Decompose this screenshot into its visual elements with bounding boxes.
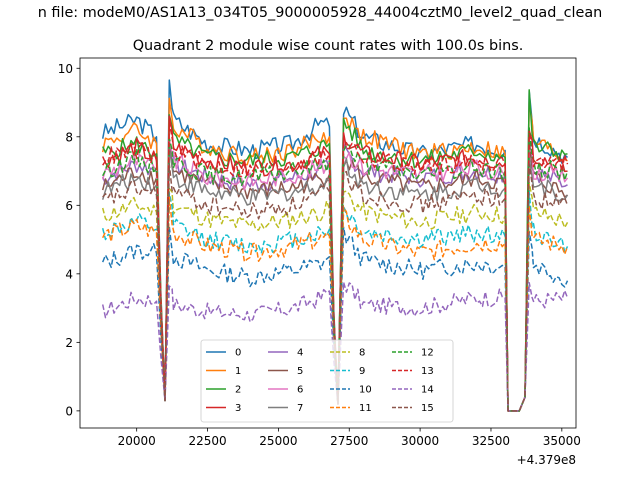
legend-label-10: 10: [359, 385, 372, 396]
legend-label-13: 13: [421, 366, 434, 377]
y-axis: 0 2 4 6 8 10: [58, 62, 80, 418]
y-tick-label: 4: [65, 267, 73, 281]
legend-label-5: 5: [297, 366, 303, 377]
x-offset-label: +4.379e8: [517, 453, 576, 467]
y-tick-label: 8: [65, 130, 73, 144]
x-tick-label: 25000: [259, 434, 297, 448]
series-line-11: [102, 196, 569, 412]
x-tick-label: 32500: [472, 434, 510, 448]
series-line-8: [101, 182, 569, 412]
series-layer: [101, 79, 569, 412]
series-line-2: [102, 89, 568, 412]
legend-label-3: 3: [235, 403, 241, 414]
legend-label-4: 4: [297, 348, 303, 359]
y-tick-label: 6: [65, 199, 73, 213]
legend-label-7: 7: [297, 403, 303, 414]
series-line-5: [101, 139, 568, 412]
x-tick-label: 35000: [543, 434, 581, 448]
legend-label-11: 11: [359, 403, 372, 414]
y-tick-label: 0: [65, 404, 73, 418]
series-line-3: [102, 115, 568, 412]
legend-label-9: 9: [359, 366, 365, 377]
series-line-0: [101, 79, 568, 412]
series-line-10: [102, 226, 569, 412]
series-line-13: [102, 121, 569, 412]
legend-label-15: 15: [421, 403, 434, 414]
y-tick-label: 2: [65, 336, 73, 350]
legend-label-14: 14: [421, 385, 434, 396]
series-line-1: [101, 97, 568, 412]
legend-label-0: 0: [235, 348, 241, 359]
series-line-15: [102, 163, 569, 412]
x-tick-label: 20000: [118, 434, 156, 448]
x-tick-label: 22500: [188, 434, 226, 448]
y-tick-label: 10: [58, 62, 73, 76]
x-tick-label: 27500: [330, 434, 368, 448]
series-line-14: [101, 281, 569, 412]
legend-label-8: 8: [359, 348, 365, 359]
figure-suptitle: n file: modeM0/AS1A13_034T05_9000005928_…: [38, 5, 603, 21]
legend-label-1: 1: [235, 366, 241, 377]
legend-label-12: 12: [421, 348, 434, 359]
legend-frame: [200, 339, 454, 423]
series-line-7: [101, 147, 569, 412]
legend-label-6: 6: [297, 385, 303, 396]
axes-frame: [79, 57, 577, 429]
x-tick-label: 30000: [401, 434, 439, 448]
x-axis: 20000 22500 25000 27500 30000 32500 35000: [118, 428, 581, 448]
series-line-9: [101, 190, 569, 412]
axes-title: Quadrant 2 module wise count rates with …: [133, 38, 524, 54]
legend-label-2: 2: [235, 385, 241, 396]
